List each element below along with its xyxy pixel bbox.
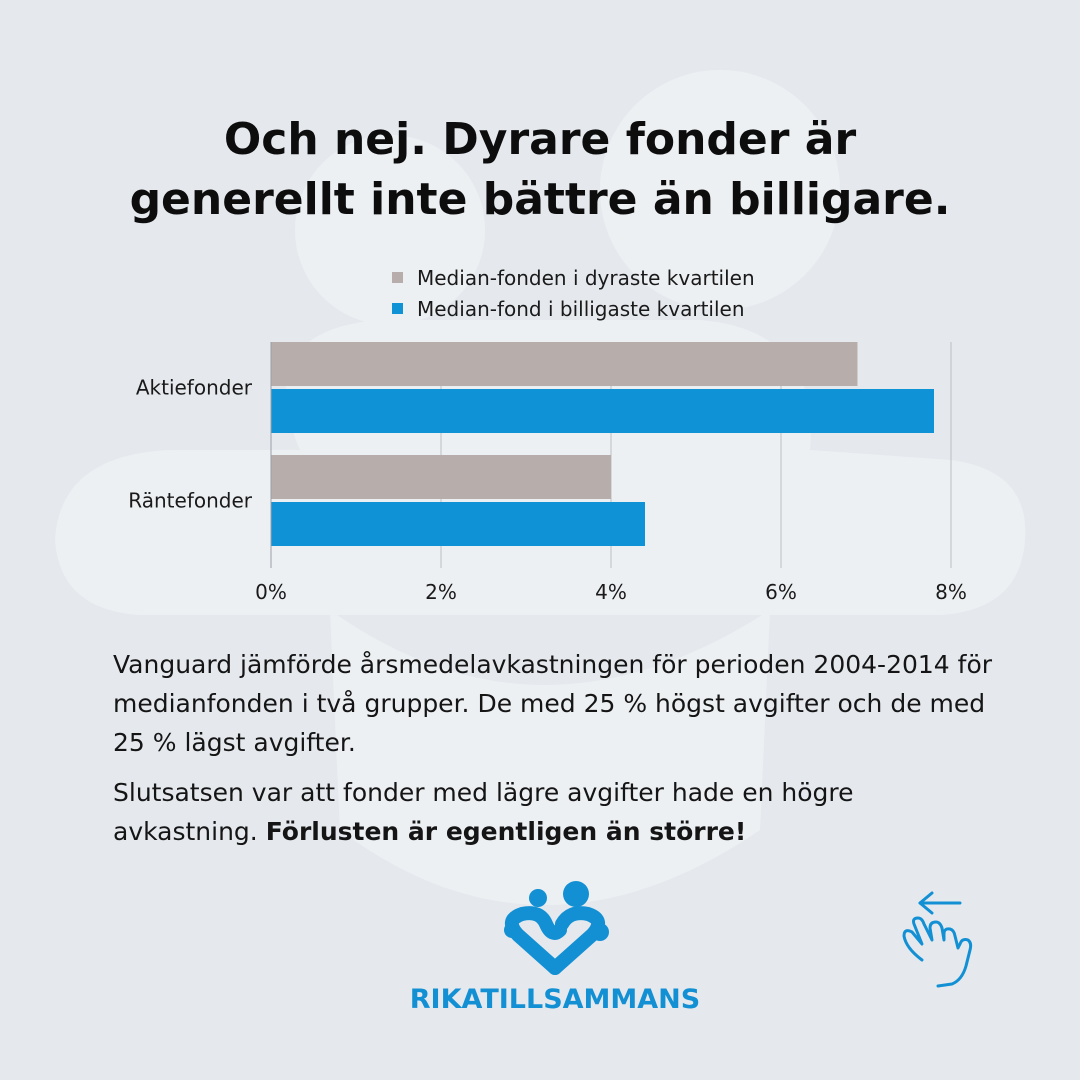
bar-chart: Aktiefonder Räntefonder 0% 2% 4% 6% 8%	[128, 342, 967, 600]
brand-logo: RIKATILLSAMMANS	[400, 880, 710, 1030]
category-label-0: Aktiefonder	[136, 376, 253, 400]
swipe-left-hand-icon	[902, 891, 973, 988]
legend-label-expensive: Median-fonden i dyraste kvartilen	[417, 265, 755, 290]
legend-swatch-expensive	[392, 272, 403, 283]
body-paragraph-2: Slutsatsen var att fonder med lägre avgi…	[113, 773, 993, 851]
x-tick-label-6: 6%	[765, 580, 797, 600]
legend-item-expensive: Median-fonden i dyraste kvartilen	[392, 262, 755, 293]
bar-expensive-aktiefonder	[271, 342, 858, 386]
bar-expensive-rantefonder	[271, 455, 611, 499]
bar-cheap-rantefonder	[271, 502, 645, 546]
body-paragraph-2-text: Slutsatsen var att fonder med lägre avgi…	[113, 778, 854, 846]
legend-swatch-cheap	[392, 303, 403, 314]
body-text: Vanguard jämförde årsmedelavkastningen f…	[113, 645, 993, 862]
title-line-2: generellt inte bättre än billigare.	[129, 174, 951, 225]
title-line-1: Och nej. Dyrare fonder är	[223, 114, 857, 165]
x-tick-label-2: 2%	[425, 580, 457, 600]
category-label-1: Räntefonder	[128, 489, 252, 513]
legend-item-cheap: Median-fond i billigaste kvartilen	[392, 293, 755, 324]
people-heart-icon	[504, 881, 609, 975]
x-tick-label-8: 8%	[935, 580, 967, 600]
body-paragraph-2-emphasis: Förlusten är egentligen än större!	[265, 817, 747, 846]
legend-label-cheap: Median-fond i billigaste kvartilen	[417, 296, 745, 321]
bar-cheap-aktiefonder	[271, 389, 934, 433]
x-tick-label-4: 4%	[595, 580, 627, 600]
brand-name: RIKATILLSAMMANS	[409, 984, 701, 1015]
body-paragraph-1: Vanguard jämförde årsmedelavkastningen f…	[113, 650, 993, 757]
x-tick-label-0: 0%	[255, 580, 287, 600]
chart-legend: Median-fonden i dyraste kvartilen Median…	[392, 262, 755, 324]
page-title: Och nej. Dyrare fonder är generellt inte…	[40, 110, 1040, 230]
